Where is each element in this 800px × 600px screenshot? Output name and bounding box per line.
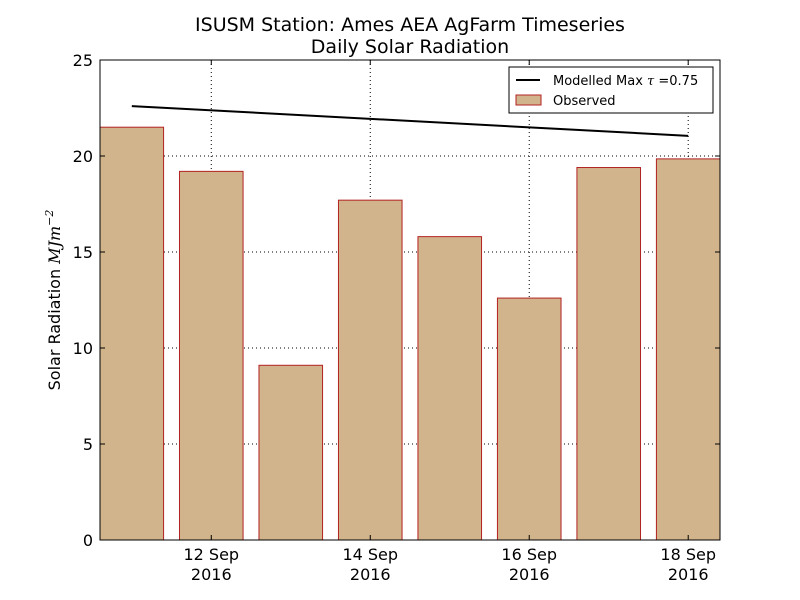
x-tick-label: 12 Sep xyxy=(183,545,239,564)
y-axis-label-exponent: −2 xyxy=(43,210,56,226)
y-tick-label: 25 xyxy=(73,51,93,70)
chart-subtitle: Daily Solar Radiation xyxy=(311,36,509,58)
line-modelled-max xyxy=(131,105,689,137)
legend-line-symbol: τ xyxy=(647,74,655,89)
y-axis-label-unit: MJm xyxy=(45,226,64,265)
x-tick-year: 2016 xyxy=(191,565,232,584)
x-tick-label: 18 Sep xyxy=(660,545,716,564)
y-axis-label-prefix: Solar Radiation xyxy=(45,264,64,391)
x-tick-label: 14 Sep xyxy=(342,545,398,564)
bar-observed xyxy=(337,199,403,541)
bar-observed xyxy=(258,364,324,541)
plot-frame xyxy=(99,59,721,541)
bar-layer xyxy=(99,126,721,541)
legend-line-prefix: Modelled Max xyxy=(553,74,647,89)
legend-line-suffix: =0.75 xyxy=(654,74,698,89)
bar-observed xyxy=(655,158,721,541)
legend-line-label: Modelled Max τ =0.75 xyxy=(553,74,698,89)
x-tick-year: 2016 xyxy=(668,565,709,584)
chart-title: ISUSM Station: Ames AEA AgFarm Timeserie… xyxy=(195,14,625,36)
legend: Modelled Max τ =0.75 Observed xyxy=(508,66,714,114)
y-tick-label: 15 xyxy=(73,243,93,262)
y-tick-label: 5 xyxy=(83,435,93,454)
legend-bar-label: Observed xyxy=(553,94,616,109)
y-tick-label: 0 xyxy=(83,531,93,550)
x-tick-year: 2016 xyxy=(509,565,550,584)
x-tick-year: 2016 xyxy=(350,565,391,584)
y-tick-label: 20 xyxy=(73,147,93,166)
legend-box xyxy=(508,66,714,114)
bar-observed xyxy=(178,170,244,541)
bar-observed xyxy=(496,297,562,541)
bar-observed xyxy=(417,236,483,541)
legend-bar-swatch xyxy=(515,94,542,106)
bar-observed xyxy=(576,167,642,541)
line-layer xyxy=(131,105,689,137)
x-tick-label: 16 Sep xyxy=(501,545,557,564)
bar-observed xyxy=(99,126,165,541)
y-axis-label: Solar Radiation MJm−2 xyxy=(43,210,64,391)
y-tick-label: 10 xyxy=(73,339,93,358)
